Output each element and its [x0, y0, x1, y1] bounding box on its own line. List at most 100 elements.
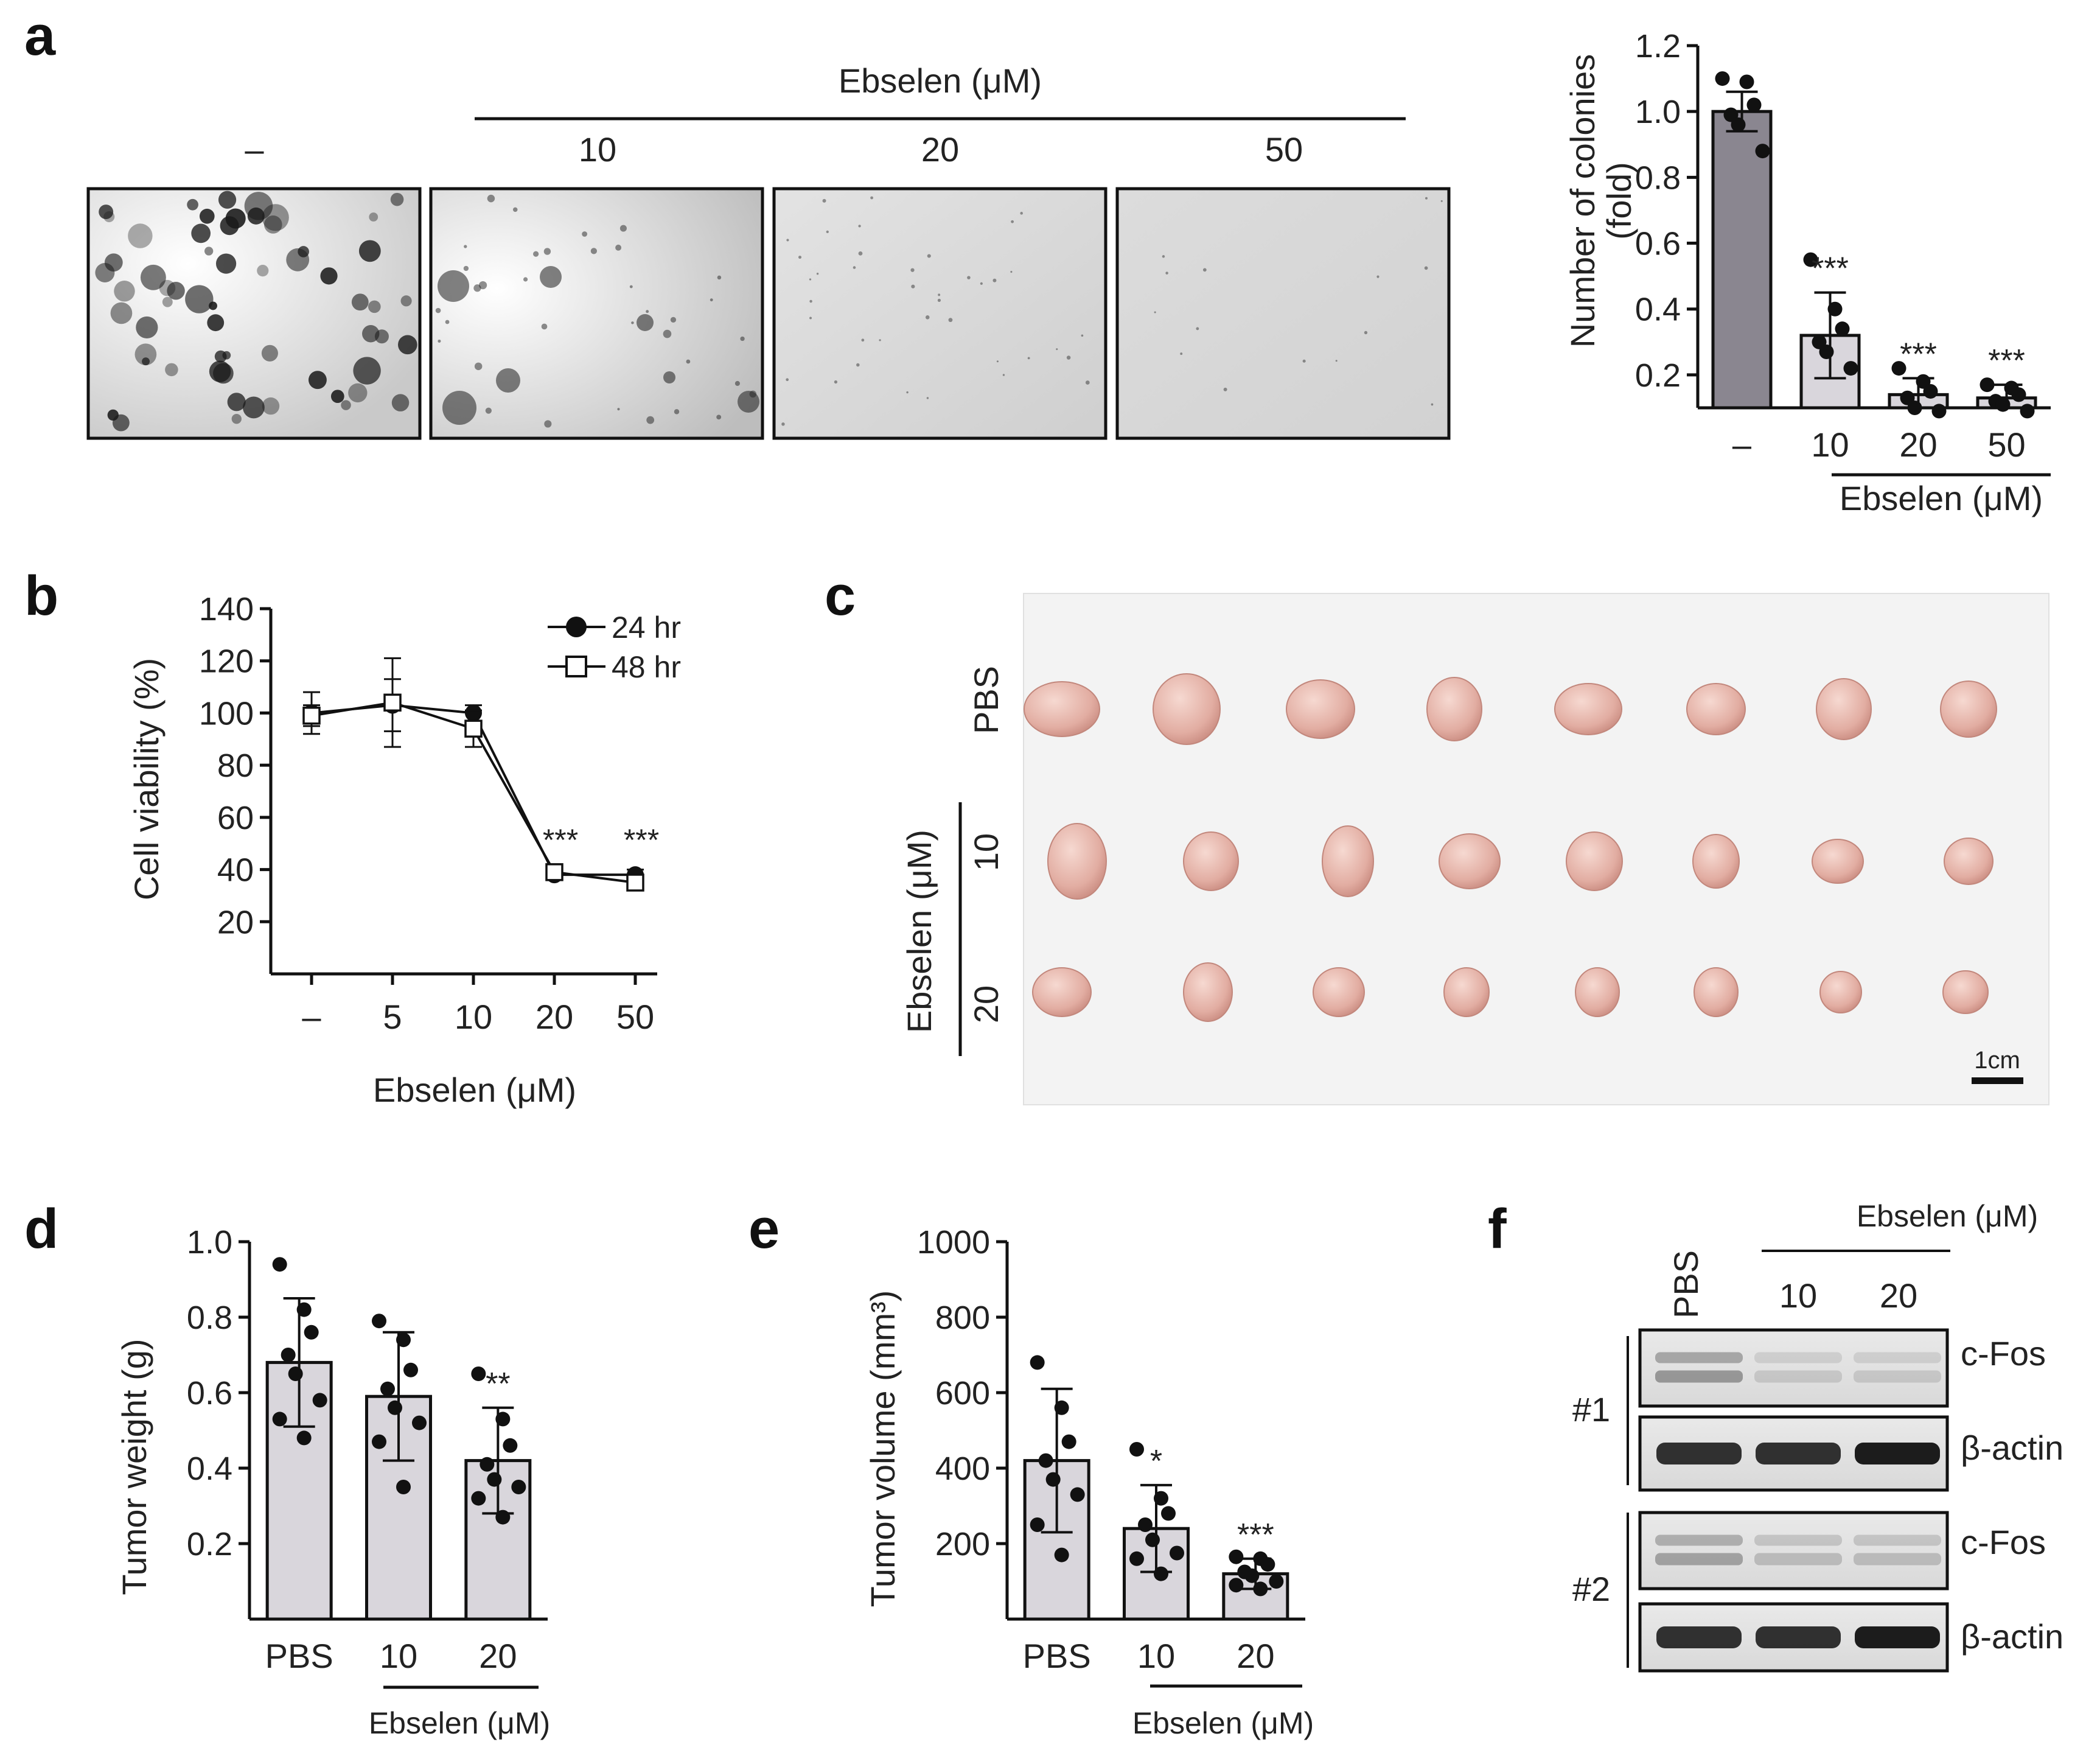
data-point	[487, 1472, 502, 1487]
x-tick-label: 10	[1137, 1637, 1175, 1675]
colony	[487, 194, 495, 203]
colony	[474, 362, 483, 371]
data-point	[1715, 71, 1730, 86]
colony	[99, 205, 114, 219]
data-point	[1138, 1517, 1153, 1532]
data-point	[302, 706, 321, 725]
colony	[533, 251, 539, 257]
colony	[369, 212, 378, 222]
data-point	[1269, 1574, 1284, 1589]
data-point	[1244, 1568, 1260, 1583]
colony	[541, 323, 548, 330]
band	[1854, 1370, 1941, 1383]
data-point	[1170, 1545, 1184, 1561]
colony	[351, 293, 369, 311]
colony	[445, 320, 450, 324]
band	[1756, 1626, 1841, 1648]
significance-label: **	[486, 1366, 510, 1402]
speck	[781, 422, 785, 426]
data-point	[1995, 397, 2011, 412]
colony	[740, 336, 745, 341]
colony-photo-specks	[781, 196, 1443, 426]
y-tick-label: 0.4	[1635, 292, 1681, 328]
colony	[308, 371, 327, 390]
speck	[1085, 380, 1090, 385]
speck	[937, 298, 941, 302]
panel-c-tumor-photo: PBS 10 20 Ebselen (μM) 1cm	[900, 593, 2049, 1105]
panel-f-lane-label: 10	[1779, 1276, 1817, 1315]
tumor	[1816, 678, 1872, 740]
panel-label-b: b	[24, 565, 58, 627]
speck	[822, 198, 826, 203]
speck	[1010, 271, 1013, 273]
speck	[1440, 200, 1443, 202]
speck	[910, 268, 915, 272]
panel-label-f: f	[1488, 1198, 1507, 1260]
colony	[512, 207, 518, 212]
data-point	[272, 1412, 287, 1427]
colony	[438, 339, 441, 343]
panel-c-group-label: Ebselen (μM)	[900, 830, 938, 1033]
data-point	[1260, 1557, 1275, 1572]
colony	[543, 248, 551, 255]
speck	[786, 239, 789, 242]
y-tick-label: 800	[935, 1300, 990, 1336]
speck	[1162, 255, 1165, 258]
speck	[1223, 387, 1227, 391]
colony	[348, 383, 368, 403]
y-tick-label: 400	[935, 1450, 990, 1487]
panel-a-images: Ebselen (μM) – 10 20 50	[86, 61, 1451, 440]
significance-label: ***	[1812, 251, 1849, 287]
tumor	[1694, 967, 1739, 1017]
colony	[674, 409, 680, 415]
y-tick-label: 600	[935, 1375, 990, 1412]
panel-f-lane-label: PBS	[1667, 1250, 1705, 1318]
data-point	[1145, 1532, 1160, 1547]
colony	[263, 215, 282, 234]
colony	[218, 191, 237, 209]
chart-a-ylabel-unit: (fold)	[1600, 162, 1638, 240]
data-point	[1161, 1506, 1176, 1521]
colony	[167, 282, 185, 300]
chart-b-xlabel: Ebselen (μM)	[373, 1071, 576, 1109]
scale-bar	[1972, 1077, 2023, 1084]
panel-label-d: d	[24, 1198, 58, 1260]
colony	[140, 264, 166, 290]
tumor	[1032, 967, 1092, 1017]
band	[1655, 1553, 1743, 1566]
blot-image	[1638, 1328, 1949, 1673]
band	[1656, 1626, 1742, 1648]
data-point	[545, 863, 563, 881]
x-tick-label: 20	[535, 998, 573, 1036]
x-tick-label: 10	[455, 998, 492, 1036]
data-point	[1038, 1453, 1053, 1468]
data-point	[495, 1412, 511, 1427]
colony	[435, 307, 441, 313]
data-point	[1835, 321, 1850, 337]
band	[1754, 1534, 1842, 1546]
colony	[646, 416, 655, 424]
speck	[948, 318, 953, 323]
data-point	[464, 719, 483, 738]
data-point	[1731, 117, 1746, 132]
colony	[710, 298, 713, 302]
y-tick-label: 0.2	[1635, 357, 1681, 394]
colony	[214, 350, 227, 363]
x-tick-label: –	[1732, 425, 1752, 464]
data-point	[1229, 1549, 1244, 1564]
data-point	[412, 1415, 427, 1430]
colony	[464, 245, 467, 248]
colony	[165, 363, 178, 377]
data-point	[388, 1400, 402, 1415]
blot-box	[1638, 1328, 1949, 1408]
colony	[619, 225, 627, 232]
data-point	[1054, 1547, 1069, 1562]
colony	[128, 223, 153, 248]
colony	[749, 390, 757, 398]
panel-a-lane-label: 10	[579, 130, 616, 169]
legend-marker-square	[565, 656, 587, 677]
speck	[858, 251, 863, 256]
band	[1754, 1352, 1842, 1363]
panel-label-e: e	[748, 1198, 780, 1260]
tumor-photo-tumors	[1024, 673, 1997, 1022]
